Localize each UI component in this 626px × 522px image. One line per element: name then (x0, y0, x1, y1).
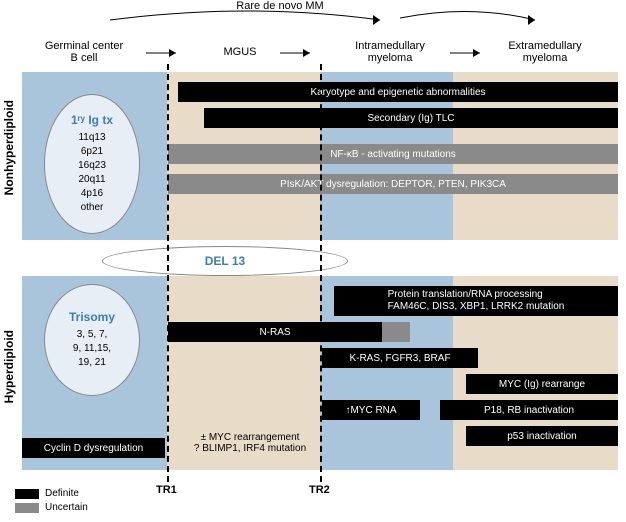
stage-extramed: Extramedullary myeloma (490, 40, 600, 64)
stage-arrow-3 (450, 48, 490, 58)
legend-uncertain-swatch (15, 503, 39, 513)
stage-germinal: Germinal center B cell (34, 40, 134, 64)
tr1-label: TR1 (156, 484, 177, 496)
rare-denovo-label: Rare de novo MM (210, 0, 350, 12)
trisomy-items: 3, 5, 7, 9, 11,15, 19, 21 (45, 328, 139, 370)
bar-secondary-tlc: Secondary (Ig) TLC (204, 108, 618, 128)
stage-intramed: Intramedullary myeloma (335, 40, 445, 64)
bar-karyotype: Karyotype and epigenetic abnormalities (178, 82, 618, 102)
bar-protein-translation: Protein translation/RNA processing FAM46… (334, 286, 618, 316)
stage-arrow-2 (280, 48, 320, 58)
legend-definite-label: Definite (45, 488, 79, 499)
myc-note: ± MYC rearrangement ? BLIMP1, IRF4 mutat… (180, 432, 320, 454)
igtx-title: 1ʳʸ Ig tx (45, 113, 139, 127)
bar-nras: N-RAS (168, 322, 382, 342)
bar-p18: P18, RB inactivation (440, 400, 618, 420)
igtx-ellipse: 1ʳʸ Ig tx 11q13 6p21 16q23 20q11 4p16 ot… (44, 94, 140, 234)
legend-definite: Definite (15, 488, 79, 499)
bar-nras-ext (382, 322, 410, 342)
row-nonhyperdiploid-label: Nonhyperdiploid (2, 100, 16, 195)
del13-ellipse: DEL 13 (102, 246, 348, 276)
stage-mgus: MGUS (210, 46, 270, 58)
bar-cyclind: Cyclin D dysregulation (22, 438, 165, 458)
bar-kras: K-RAS, FGFR3, BRAF (322, 348, 478, 368)
bar-myc-rearrange: MYC (Ig) rearrange (466, 374, 618, 394)
legend-definite-swatch (15, 489, 39, 499)
stage-arrow-1 (146, 48, 186, 58)
trisomy-ellipse: Trisomy 3, 5, 7, 9, 11,15, 19, 21 (44, 284, 140, 396)
bar-myc-rna: ↑MYC RNA (322, 400, 420, 420)
bar-p53: p53 inactivation (466, 426, 618, 446)
tr2-label: TR2 (309, 484, 330, 496)
tr1-line (167, 64, 169, 482)
legend-uncertain-label: Uncertain (45, 502, 88, 513)
tr2-line (320, 64, 322, 482)
igtx-items: 11q13 6p21 16q23 20q11 4p16 other (45, 131, 139, 215)
bar-nfkb: NF-κB - activating mutations (168, 144, 618, 164)
row-hyperdiploid-label: Hyperdiploid (2, 330, 16, 403)
legend-uncertain: Uncertain (15, 502, 88, 513)
bar-pisk: PIsK/AKT dysregulation: DEPTOR, PTEN, PI… (168, 174, 618, 194)
trisomy-title: Trisomy (45, 310, 139, 324)
